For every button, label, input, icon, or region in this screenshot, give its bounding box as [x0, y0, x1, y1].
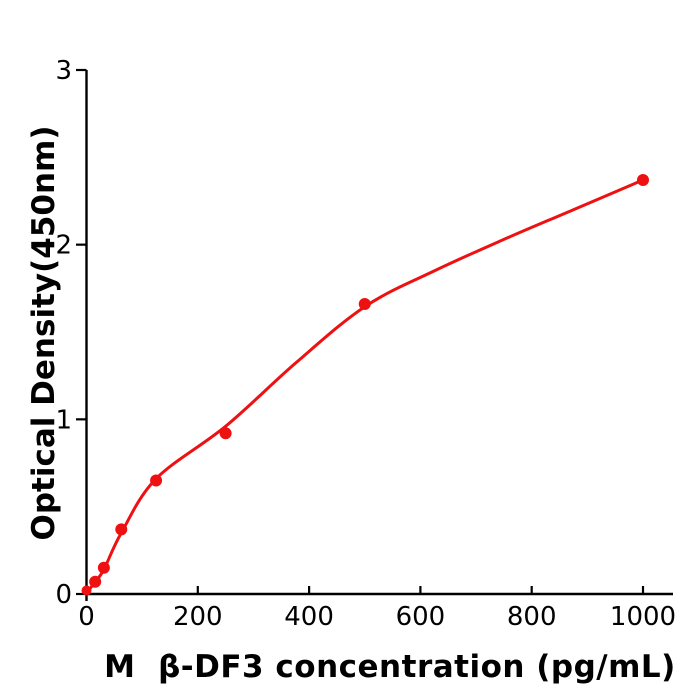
data-point — [150, 474, 163, 487]
fit-curve-line — [85, 178, 645, 595]
x-tick-label: 800 — [507, 602, 557, 632]
y-axis-title: Optical Density(450nm) — [26, 125, 62, 541]
x-tick-label: 1000 — [610, 602, 676, 632]
y-tick-label: 2 — [55, 231, 72, 261]
x-axis-title: M β-DF3 concentration (pg/mL) — [104, 649, 676, 685]
data-point — [358, 298, 371, 311]
y-tick-label: 0 — [55, 580, 72, 610]
data-point — [81, 585, 92, 596]
x-tick-label: 0 — [78, 602, 95, 632]
x-tick-label: 600 — [396, 602, 446, 632]
x-tick-label: 200 — [173, 602, 223, 632]
data-point — [115, 523, 128, 536]
x-tick-label: 400 — [284, 602, 334, 632]
data-point — [89, 575, 102, 588]
y-tick-label: 1 — [55, 405, 72, 435]
data-point — [637, 174, 649, 187]
data-point — [219, 427, 232, 440]
y-tick-label: 3 — [55, 56, 72, 86]
data-point — [97, 561, 110, 574]
